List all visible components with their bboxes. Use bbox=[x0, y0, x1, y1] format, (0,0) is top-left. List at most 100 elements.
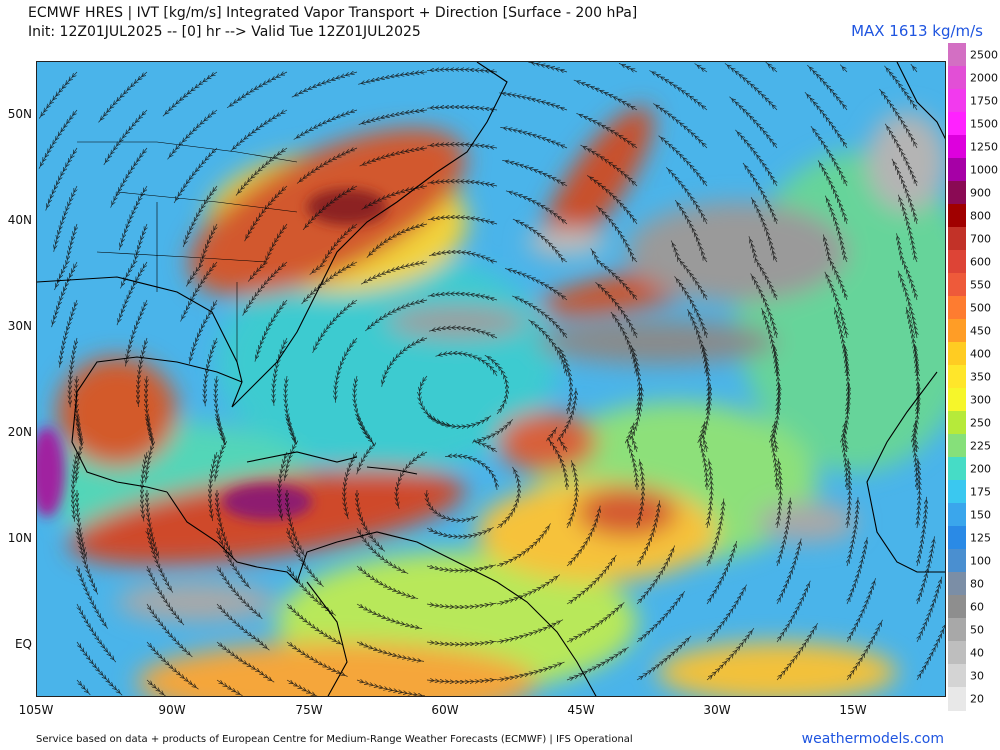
legend-swatch bbox=[948, 457, 966, 481]
streamline bbox=[426, 526, 494, 537]
streamline bbox=[649, 70, 708, 111]
streamline bbox=[146, 641, 199, 690]
legend-swatch bbox=[948, 618, 966, 642]
streamline bbox=[427, 294, 498, 300]
cuba bbox=[246, 451, 358, 463]
lon-label-105w: 105W bbox=[18, 703, 54, 717]
streamline bbox=[226, 72, 288, 109]
lon-label-30w: 30W bbox=[703, 703, 731, 717]
streamline bbox=[496, 523, 551, 566]
streamline bbox=[279, 451, 287, 521]
legend-swatch bbox=[948, 135, 966, 159]
legend-swatch bbox=[948, 89, 966, 113]
legend-swatch bbox=[948, 319, 966, 343]
legend-label: 500 bbox=[970, 301, 991, 314]
lat-label-20n: 20N bbox=[7, 425, 32, 439]
legend-label: 80 bbox=[970, 577, 984, 590]
streamline bbox=[427, 70, 498, 73]
streamline bbox=[496, 661, 565, 680]
streamline bbox=[484, 354, 507, 415]
legend-label: 2500 bbox=[970, 48, 998, 61]
streamline bbox=[254, 299, 288, 362]
streamline bbox=[505, 190, 568, 225]
streamline bbox=[618, 62, 638, 72]
legend-swatch bbox=[948, 549, 966, 573]
streamline bbox=[496, 619, 564, 642]
streamline bbox=[138, 337, 147, 408]
streamline bbox=[365, 300, 428, 332]
streamline bbox=[566, 646, 629, 680]
coastlines bbox=[37, 62, 945, 696]
map-subtitle: Init: 12Z01JUL2025 -- [0] hr --> Valid T… bbox=[28, 24, 421, 40]
legend-swatch bbox=[948, 365, 966, 389]
lon-label-45w: 45W bbox=[567, 703, 595, 717]
streamline bbox=[205, 337, 217, 407]
legend-label: 20 bbox=[970, 692, 984, 705]
lon-label-90w: 90W bbox=[158, 703, 186, 717]
streamline bbox=[427, 144, 498, 148]
streamline bbox=[397, 452, 428, 510]
streamline bbox=[73, 451, 77, 522]
lat-label-40n: 40N bbox=[7, 213, 32, 227]
streamline bbox=[335, 337, 358, 403]
legend-swatch bbox=[948, 204, 966, 228]
streamline bbox=[45, 147, 78, 211]
streamline bbox=[52, 261, 77, 328]
streamline bbox=[566, 602, 625, 642]
streamline bbox=[360, 262, 428, 285]
streamline bbox=[116, 261, 148, 326]
streamline bbox=[302, 186, 358, 231]
streamline bbox=[427, 217, 498, 224]
streamline bbox=[636, 591, 685, 643]
streamline bbox=[344, 451, 358, 520]
data-credit: Service based on data + products of Euro… bbox=[36, 734, 633, 745]
streamline bbox=[293, 110, 358, 140]
streamline bbox=[427, 107, 498, 110]
colombia-pacific bbox=[306, 581, 348, 696]
legend-swatch bbox=[948, 572, 966, 596]
legend-label: 1500 bbox=[970, 117, 998, 130]
streamline bbox=[291, 72, 358, 98]
legend-swatch bbox=[948, 181, 966, 205]
map-canvas bbox=[37, 62, 945, 696]
streamline bbox=[475, 419, 513, 453]
ivt-map bbox=[36, 61, 946, 697]
streamline bbox=[427, 181, 498, 186]
streamline bbox=[286, 641, 348, 677]
streamline bbox=[428, 328, 498, 338]
streamline bbox=[505, 269, 568, 301]
legend-label: 200 bbox=[970, 462, 991, 475]
legend-label: 1250 bbox=[970, 140, 998, 153]
streamline bbox=[60, 299, 78, 368]
streamline bbox=[358, 72, 428, 84]
legend-swatch bbox=[948, 388, 966, 412]
legend-label: 900 bbox=[970, 186, 991, 199]
streamline bbox=[167, 109, 218, 160]
lat-label-10n: 10N bbox=[7, 531, 32, 545]
streamline bbox=[210, 451, 217, 522]
streamline bbox=[286, 679, 318, 696]
brand-link[interactable]: weathermodels.com bbox=[801, 731, 944, 747]
west-africa-coast bbox=[866, 371, 945, 573]
legend-label: 250 bbox=[970, 416, 991, 429]
streamline bbox=[636, 635, 692, 681]
streamline bbox=[496, 574, 561, 604]
streamline bbox=[576, 112, 638, 149]
streamline bbox=[566, 554, 617, 605]
streamline bbox=[235, 147, 288, 196]
streamline bbox=[286, 603, 344, 646]
legend-swatch bbox=[948, 66, 966, 90]
legend-swatch bbox=[948, 296, 966, 320]
legend-label: 400 bbox=[970, 347, 991, 360]
legend-swatch bbox=[948, 158, 966, 182]
legend-label: 450 bbox=[970, 324, 991, 337]
streamline bbox=[312, 299, 358, 354]
legend-label: 700 bbox=[970, 232, 991, 245]
streamline bbox=[445, 456, 497, 491]
streamline bbox=[916, 622, 945, 681]
hispaniola bbox=[366, 466, 418, 475]
streamline bbox=[358, 110, 428, 125]
streamline bbox=[359, 148, 428, 167]
legend-label: 600 bbox=[970, 255, 991, 268]
legend-swatch bbox=[948, 687, 966, 711]
